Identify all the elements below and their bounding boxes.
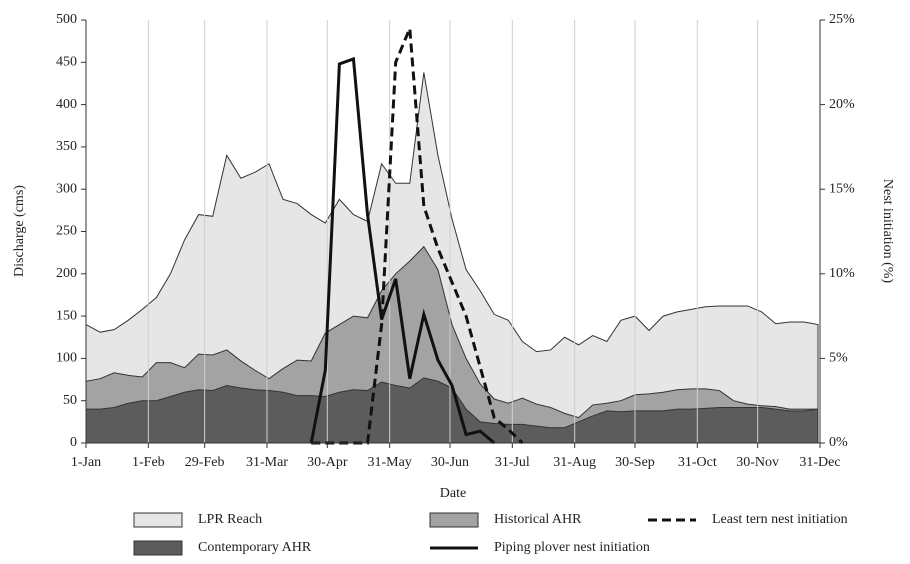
legend-swatch (133, 512, 183, 528)
y-tick-label: 350 (56, 139, 77, 154)
legend-label: Contemporary AHR (198, 540, 312, 555)
x-tick-label: 30-Sep (615, 455, 655, 470)
y-tick-label: 50 (63, 393, 77, 408)
y-tick-label: 0 (70, 435, 77, 450)
legend-swatch (133, 540, 183, 556)
x-tick-label: 31-Mar (246, 455, 288, 470)
y2-tick-label: 10% (829, 266, 855, 281)
legend-label: Historical AHR (494, 512, 582, 527)
legend-label: Least tern nest initiation (712, 512, 848, 527)
legend-label: LPR Reach (198, 512, 262, 527)
y-tick-label: 150 (56, 308, 77, 323)
x-tick-label: 31-Aug (553, 455, 596, 470)
y-axis-label: Discharge (cms) (12, 185, 27, 277)
y2-tick-label: 25% (829, 12, 855, 27)
y-tick-label: 100 (56, 351, 77, 366)
x-tick-label: 31-Jul (495, 455, 530, 470)
y-tick-label: 450 (56, 55, 77, 70)
legend-label: Piping plover nest initiation (494, 540, 650, 555)
x-tick-label: 1-Feb (132, 455, 165, 470)
x-tick-label: 31-Dec (799, 455, 840, 470)
y-tick-label: 500 (56, 12, 77, 27)
y2-tick-label: 5% (829, 351, 848, 366)
x-tick-label: 31-Oct (678, 455, 717, 470)
y-tick-label: 250 (56, 224, 77, 239)
y2-tick-label: 0% (829, 435, 848, 450)
y-tick-label: 300 (56, 181, 77, 196)
y2-tick-label: 15% (829, 181, 855, 196)
x-tick-label: 30-Nov (736, 455, 779, 470)
y2-tick-label: 20% (829, 97, 855, 112)
x-tick-label: 31-May (367, 455, 411, 470)
y-tick-label: 200 (56, 266, 77, 281)
x-tick-label: 30-Jun (431, 455, 469, 470)
line (309, 56, 496, 445)
x-tick-label: 29-Feb (185, 455, 225, 470)
y-tick-label: 400 (56, 97, 77, 112)
legend-swatch (429, 512, 479, 528)
x-axis-label: Date (440, 486, 466, 501)
x-tick-label: 30-Apr (307, 455, 348, 470)
x-tick-label: 1-Jan (71, 455, 101, 470)
y2-axis-label: Nest initiation (%) (880, 179, 895, 284)
